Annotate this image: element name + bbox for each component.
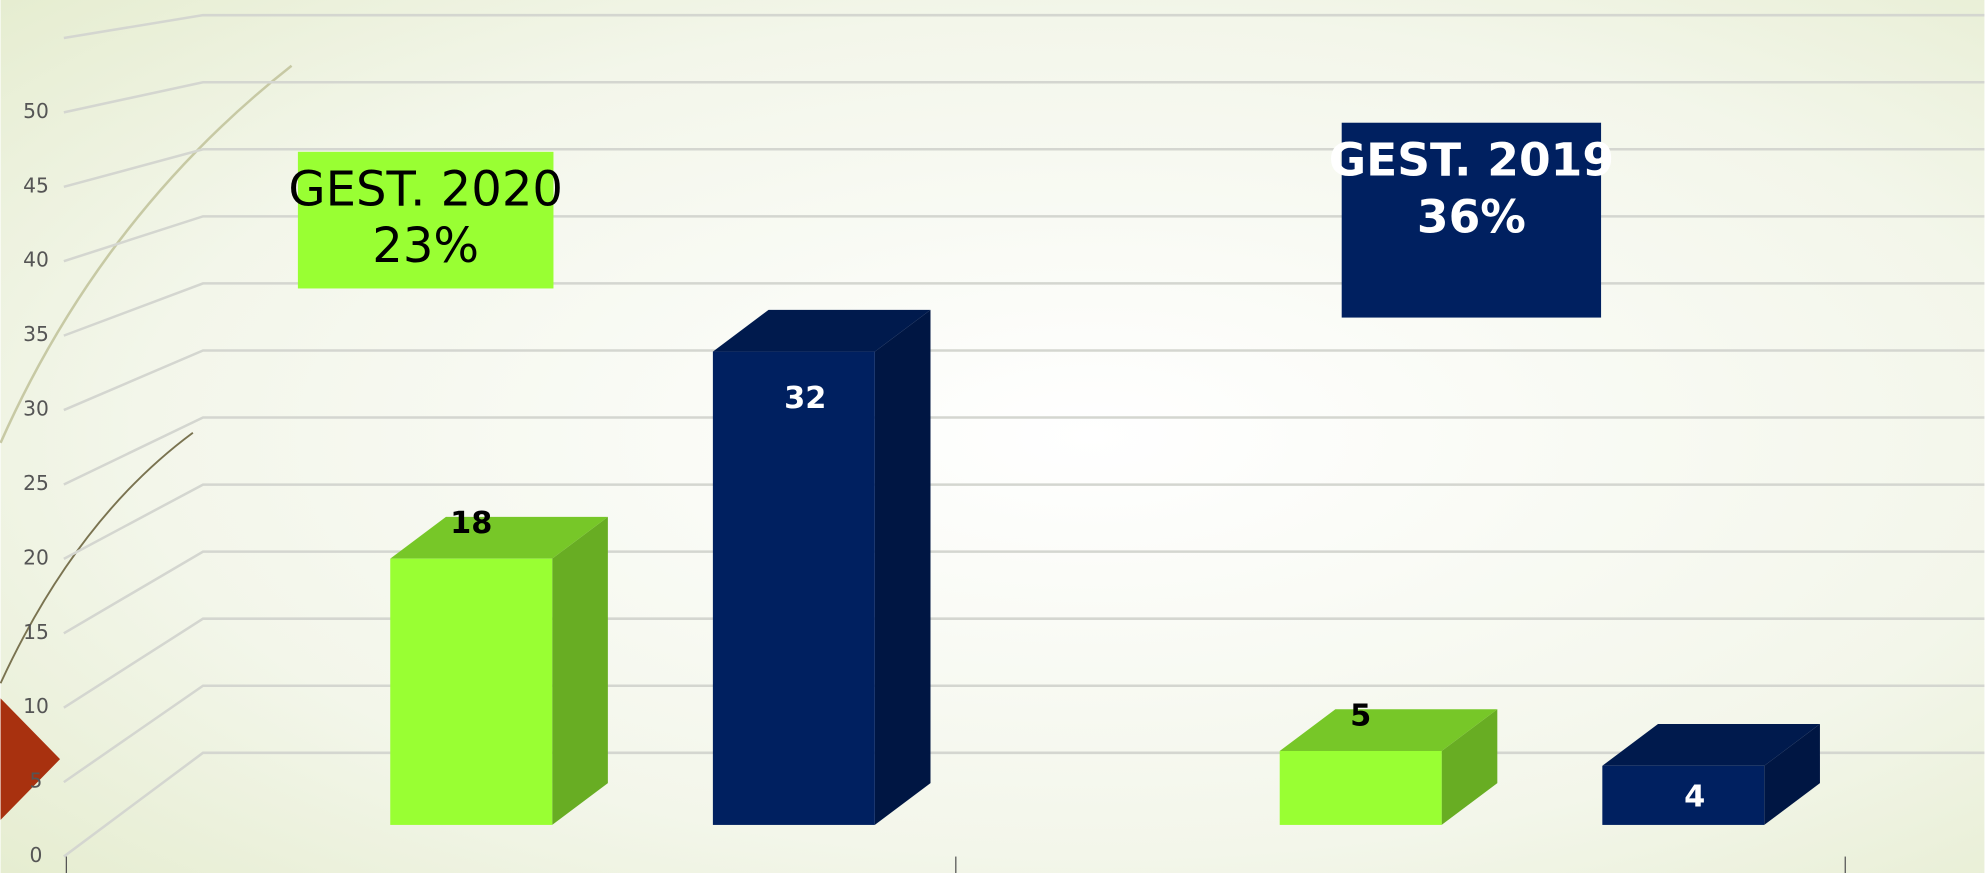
value-label: 32 <box>784 381 826 416</box>
grid-line <box>63 483 1985 560</box>
y-tick-label: 45 <box>23 173 49 197</box>
value-label: 5 <box>1350 698 1371 733</box>
bar <box>390 558 553 825</box>
bar-side <box>1441 709 1498 825</box>
y-tick-label: 5 <box>30 769 43 793</box>
y-tick-label: 30 <box>23 397 49 421</box>
grid-line <box>63 80 1985 114</box>
annotation-box <box>1341 122 1602 318</box>
annotation-box <box>297 151 554 289</box>
bar-top <box>1279 709 1498 751</box>
y-tick-label: 20 <box>23 545 49 569</box>
grid-line <box>63 550 1985 635</box>
bar-top <box>390 516 608 559</box>
bar <box>1602 765 1765 825</box>
annotation-text: GEST. 2020 <box>288 161 563 217</box>
y-tick-label: 35 <box>23 322 49 346</box>
y-tick-label: 15 <box>23 620 49 644</box>
bars: 18 5 32 4 <box>390 309 1820 825</box>
annotation-text: GEST. 2019 <box>1329 134 1614 187</box>
bar <box>1279 750 1442 825</box>
y-tick-label: 50 <box>23 99 49 123</box>
value-label: 18 <box>450 506 492 541</box>
grid-line <box>63 416 1985 486</box>
bar-side <box>552 516 608 825</box>
grid-line <box>63 617 1985 709</box>
annotation-text: 23% <box>372 218 479 274</box>
bar-top <box>1602 724 1820 766</box>
decor-diamond <box>0 698 61 820</box>
decor-curve <box>0 64 293 444</box>
grid-line <box>63 349 1985 412</box>
y-tick-label: 40 <box>23 248 49 272</box>
bar-side <box>1764 724 1820 825</box>
value-label: 4 <box>1684 779 1705 814</box>
y-tick-label: 25 <box>23 471 49 495</box>
grid-line <box>63 684 1985 784</box>
y-tick-label: 0 <box>30 843 43 867</box>
y-tick-label: 10 <box>23 694 49 718</box>
annotation-text: 36% <box>1417 191 1526 244</box>
bar-top <box>712 309 931 352</box>
bar-side <box>874 309 931 825</box>
bar <box>712 351 875 825</box>
grid-line <box>63 13 1985 40</box>
decor-curve <box>0 431 194 684</box>
